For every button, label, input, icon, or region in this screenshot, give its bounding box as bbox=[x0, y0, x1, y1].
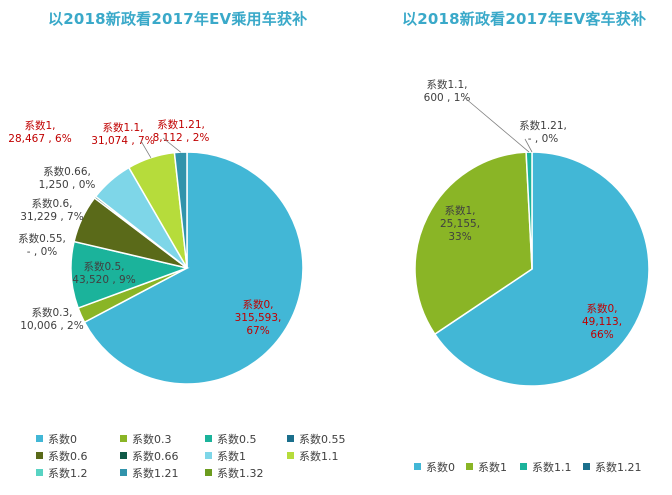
legend-label: 系数1.21 bbox=[132, 467, 179, 480]
legend-item: 系数0.6 bbox=[36, 448, 88, 464]
legend-item: 系数0.55 bbox=[287, 431, 346, 447]
pie-chart-passenger: 系数0, 315,593, 67% 系数0.3, 10,006 , 2% 系数0.5, 43… bbox=[8, 118, 304, 385]
legend-swatch bbox=[205, 435, 212, 442]
legend-swatch bbox=[414, 463, 421, 470]
chart-title-passenger: 以2018新政看2017年EV乘用车获补 bbox=[48, 10, 308, 28]
legend-swatch bbox=[120, 469, 127, 476]
legend-label: 系数1.1 bbox=[532, 461, 572, 474]
legend-item: 系数0.3 bbox=[120, 431, 172, 447]
label-leader-line bbox=[140, 140, 152, 158]
legend-item: 系数0.5 bbox=[205, 431, 257, 447]
pie-slice bbox=[414, 151, 533, 336]
pie-slice bbox=[173, 151, 188, 269]
legend-label: 系数1.32 bbox=[217, 467, 264, 480]
legend-swatch bbox=[120, 452, 127, 459]
legend-swatch bbox=[36, 469, 43, 476]
legend-swatch bbox=[205, 469, 212, 476]
pie-slice bbox=[433, 151, 650, 387]
legend-swatch bbox=[120, 435, 127, 442]
legend-item: 系数1 bbox=[205, 448, 246, 464]
legend-label: 系数0.3 bbox=[132, 433, 172, 446]
legend-swatch bbox=[205, 452, 212, 459]
pie-chart-bus: 系数0, 49,113, 66% 系数1, 25,155, 33% 系数1.1, 600 , … bbox=[414, 78, 650, 387]
legend-swatch bbox=[466, 463, 473, 470]
legend-item: 系数1.1 bbox=[287, 448, 339, 464]
label-leader-line bbox=[162, 137, 181, 153]
data-label: 系数0.66, 1,250 , 0% bbox=[39, 165, 96, 191]
legend-swatch bbox=[36, 435, 43, 442]
legend-item: 系数0.66 bbox=[120, 448, 179, 464]
legend-swatch bbox=[36, 452, 43, 459]
legend-label: 系数0.66 bbox=[132, 450, 179, 463]
pie-slice bbox=[83, 151, 304, 385]
legend-item: 系数1.21 bbox=[120, 465, 179, 481]
legend-label: 系数1 bbox=[478, 461, 507, 474]
legend-label: 系数0 bbox=[48, 433, 77, 446]
data-label: 系数1.21, - , 0% bbox=[519, 119, 567, 145]
label-leader-line bbox=[464, 97, 530, 153]
legend-item: 系数1.2 bbox=[36, 465, 88, 481]
legend-swatch bbox=[583, 463, 590, 470]
data-label: 系数0.5, 43,520 , 9% bbox=[72, 260, 135, 286]
data-label: 系数0, 49,113, 66% bbox=[582, 302, 622, 341]
legend-label: 系数0.5 bbox=[217, 433, 257, 446]
legend-label: 系数1.1 bbox=[299, 450, 339, 463]
legend-item: 系数1.1 bbox=[520, 459, 572, 475]
legend-swatch bbox=[287, 435, 294, 442]
data-label: 系数1, 25,155, 33% bbox=[440, 204, 480, 243]
data-label: 系数0.55, - , 0% bbox=[18, 232, 66, 258]
legend-item: 系数1 bbox=[466, 459, 507, 475]
legend-item: 系数0 bbox=[414, 459, 455, 475]
data-label: 系数0, 315,593, 67% bbox=[235, 298, 282, 337]
legend-label: 系数0.6 bbox=[48, 450, 88, 463]
data-label: 系数1.1, 600 , 1% bbox=[424, 78, 471, 104]
legend-label: 系数0.55 bbox=[299, 433, 346, 446]
data-label: 系数1.1, 31,074 , 7% bbox=[91, 121, 154, 147]
legend-swatch bbox=[287, 452, 294, 459]
legend-label: 系数1.21 bbox=[595, 461, 642, 474]
legend-label: 系数1 bbox=[217, 450, 246, 463]
legend-label: 系数0 bbox=[426, 461, 455, 474]
chart-title-bus: 以2018新政看2017年EV客车获补 bbox=[402, 10, 647, 28]
data-label: 系数0.6, 31,229 , 7% bbox=[20, 197, 83, 223]
data-label: 系数0.3, 10,006 , 2% bbox=[20, 306, 83, 332]
legend-item: 系数0 bbox=[36, 431, 77, 447]
legend-label: 系数1.2 bbox=[48, 467, 88, 480]
label-leader-line bbox=[524, 138, 533, 153]
legend-swatch bbox=[520, 463, 527, 470]
legend-item: 系数1.32 bbox=[205, 465, 264, 481]
legend-item: 系数1.21 bbox=[583, 459, 642, 475]
data-label: 系数1, 28,467 , 6% bbox=[8, 119, 71, 145]
